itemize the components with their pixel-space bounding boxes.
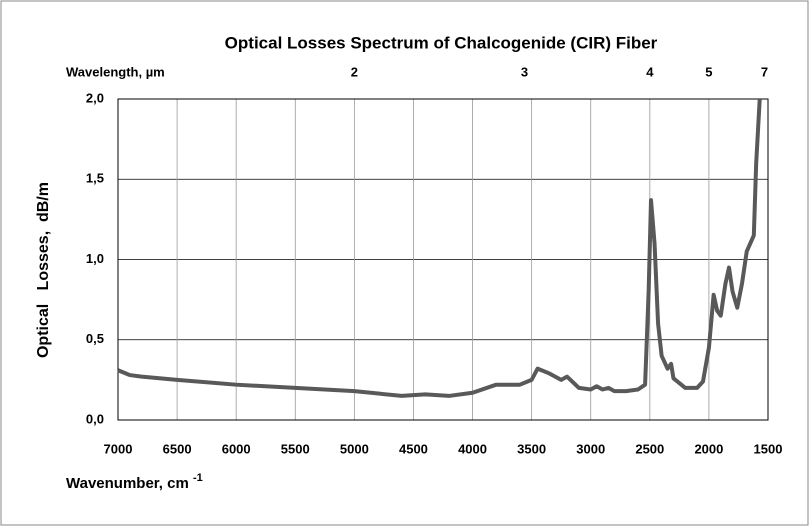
x-tick-label: 7000 [104,441,133,456]
x-tick-label: 5500 [281,441,310,456]
x2-tick-label: 7 [761,64,768,79]
x-tick-label: 2000 [694,441,723,456]
x-tick-label: 2500 [635,441,664,456]
x-tick-label: 6500 [163,441,192,456]
plot-area-border [117,98,769,421]
x-tick-label: 1500 [754,441,783,456]
y-axis-label: Optical Losses, dB/m [35,182,52,358]
x-tick-label: 6000 [222,441,251,456]
x-tick-label: 5000 [340,441,369,456]
data-line [117,98,762,398]
chart-title: Optical Losses Spectrum of Chalcogenide … [225,33,658,52]
x-tick-label: 4000 [458,441,487,456]
y-tick-label: 1,0 [86,251,104,266]
x-axis-label-exponent: -1 [193,472,203,484]
x2-tick-label: 3 [521,64,528,79]
y-tick-label: 0,5 [86,331,104,346]
x-axis-label-text: Wavenumber, cm [66,475,189,492]
x2-tick-label: 4 [646,64,654,79]
x-tick-label: 4500 [399,441,428,456]
y-tick-label: 1,5 [86,171,104,186]
y-tick-label: 2,0 [86,90,104,105]
x-axis-label: Wavenumber, cm -1 [66,472,203,492]
y-tick-label: 0,0 [86,411,104,426]
x-tick-label: 3000 [576,441,605,456]
x2-tick-label: 2 [351,64,358,79]
x-tick-label: 3500 [517,441,546,456]
x2-tick-label: 5 [705,64,712,79]
x2-axis-label: Wavelength, µm [66,64,165,79]
